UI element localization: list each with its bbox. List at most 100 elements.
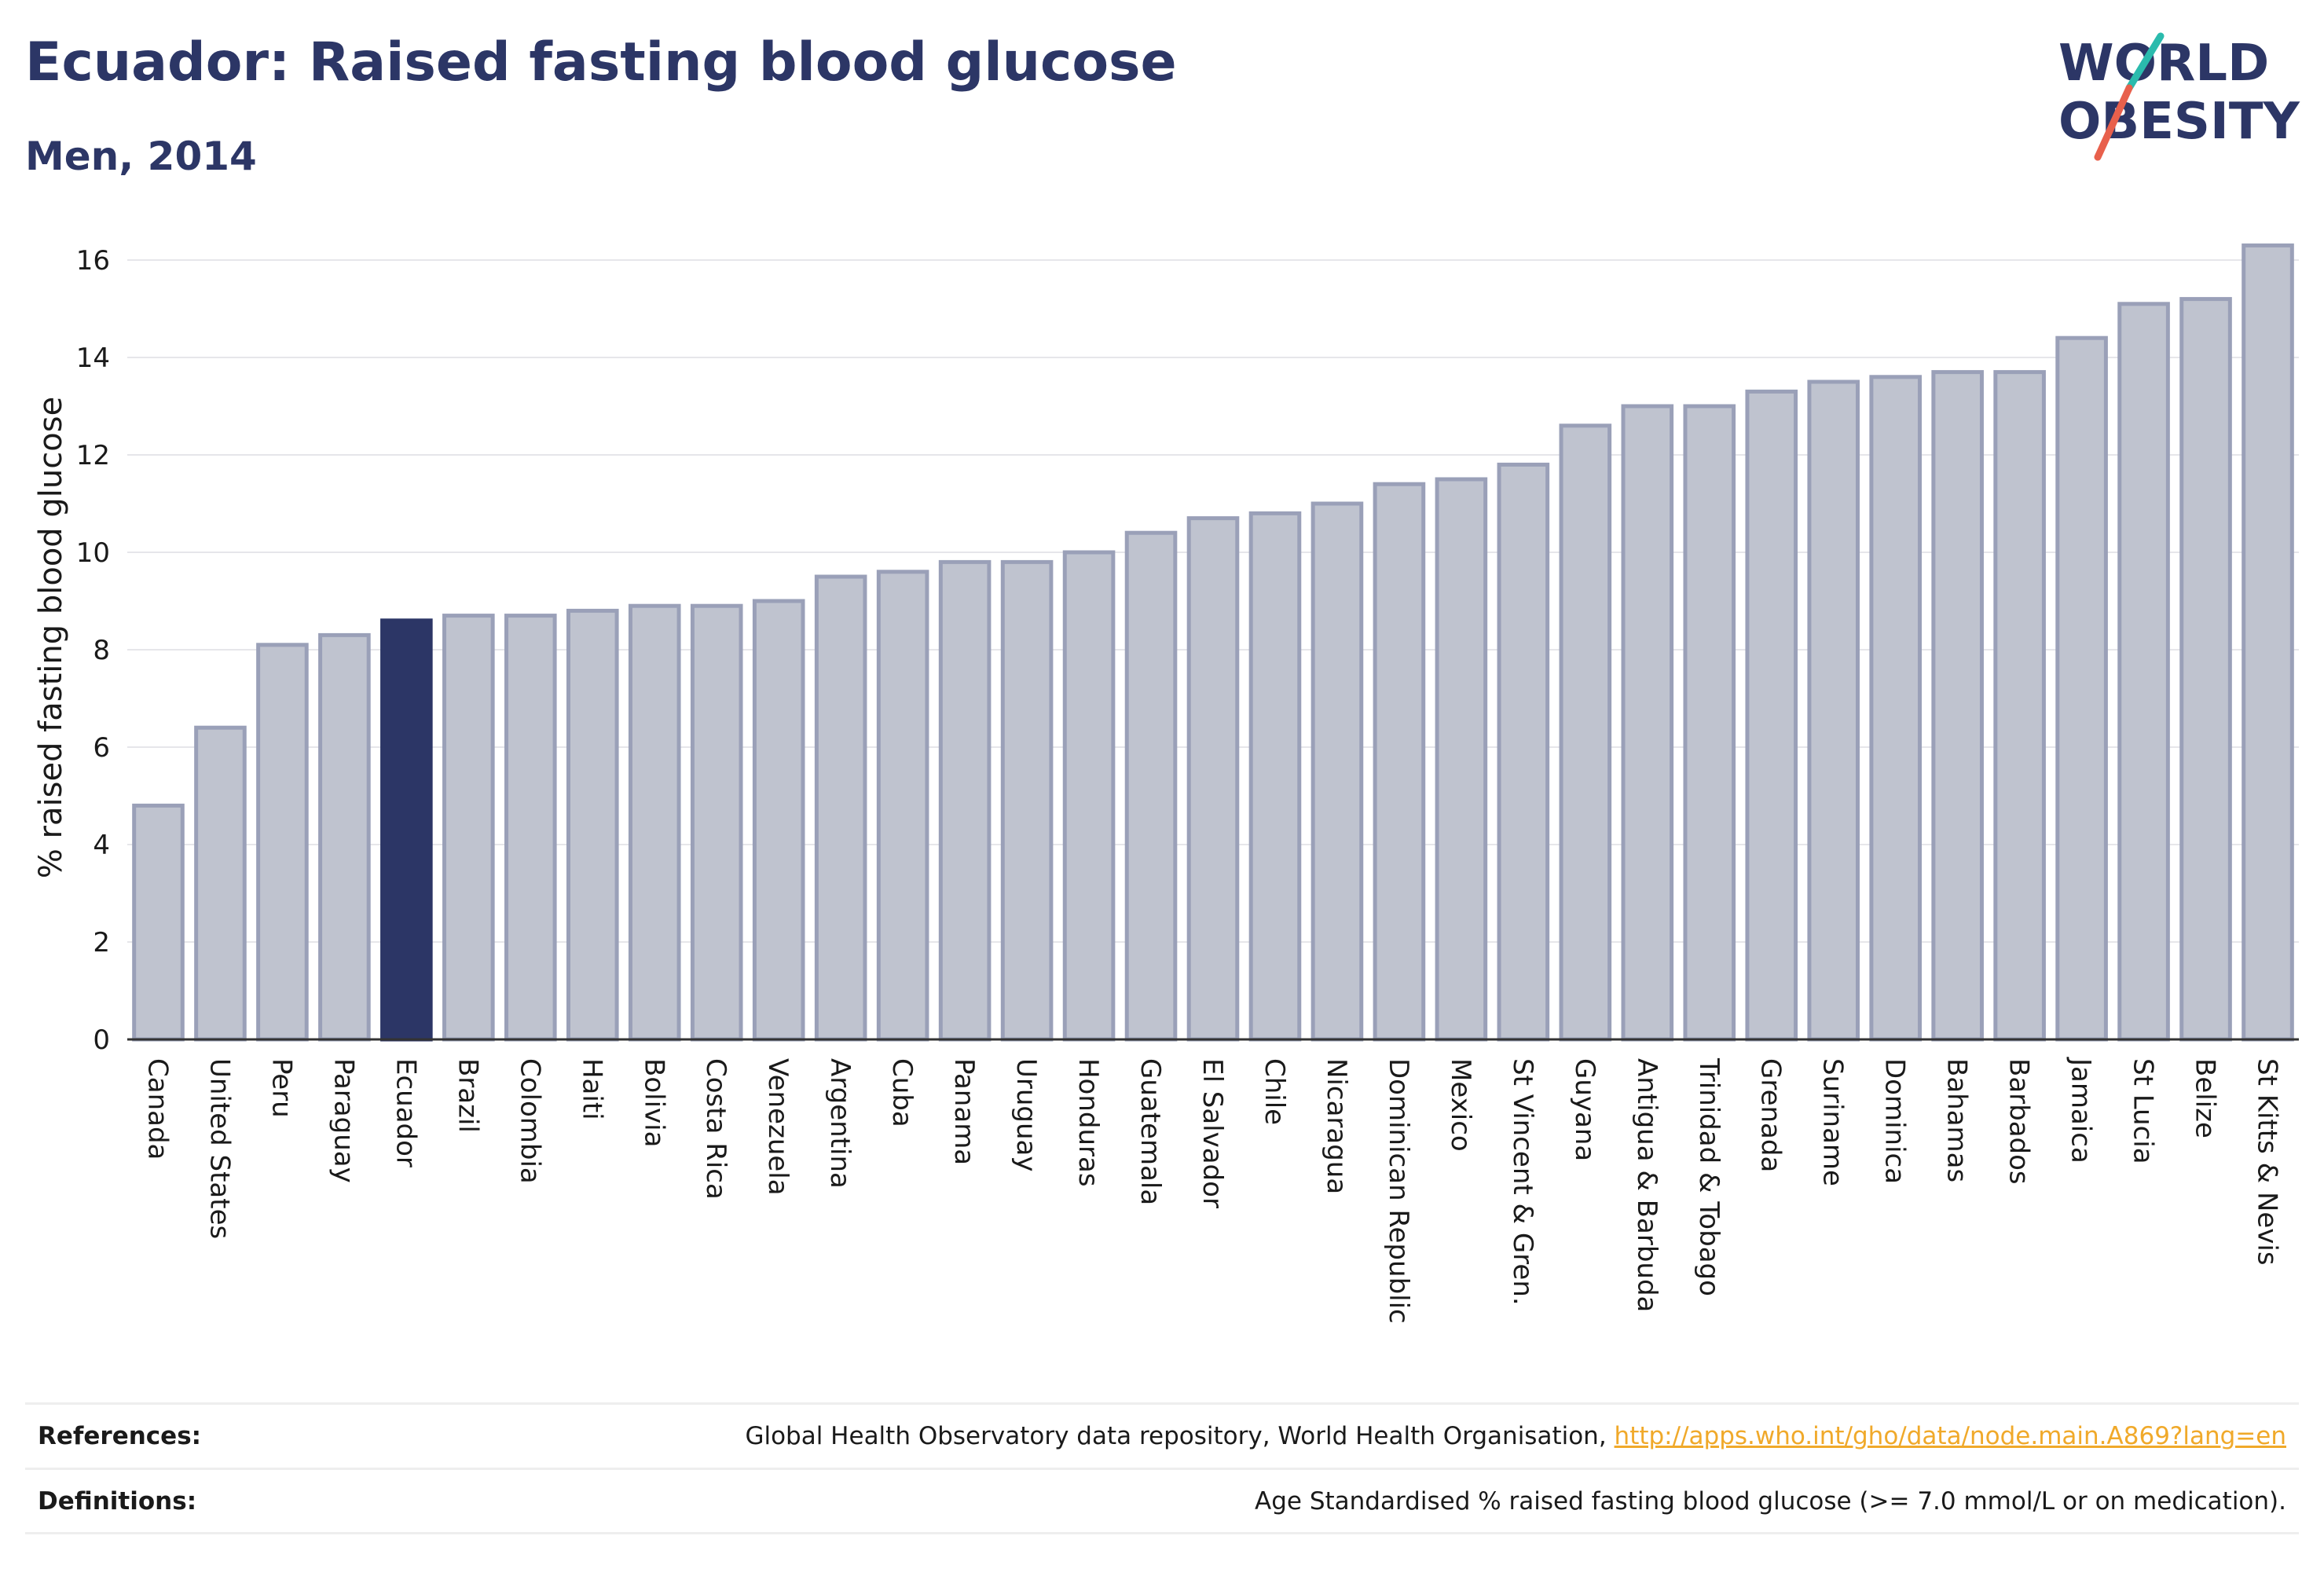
bar	[1621, 404, 1674, 1042]
bar-chart: 0 2 4 6 8 10 12 14 16 Canada United States Peru Par…	[33, 243, 2299, 1324]
x-tick-label: Mexico	[1445, 1058, 1476, 1152]
definitions-row: Definitions: Age Standardised % raised f…	[25, 1468, 2299, 1533]
bar	[1186, 516, 1240, 1042]
x-tick-label: St Lucia	[2128, 1058, 2159, 1164]
x-tick-label: Trinidad & Tobago	[1693, 1057, 1725, 1296]
bar	[1435, 477, 1488, 1042]
bar	[1683, 404, 1736, 1042]
bar	[752, 599, 805, 1042]
y-tick-label: 2	[93, 927, 110, 958]
bar	[318, 632, 371, 1042]
x-tick-label: Grenada	[1755, 1058, 1787, 1172]
x-tick-label: United States	[203, 1058, 235, 1239]
x-tick-label: Paraguay	[328, 1058, 359, 1183]
y-axis-label: % raised fasting blood glucose	[33, 397, 69, 878]
y-tick-label: 12	[76, 440, 110, 471]
x-tick-label: Argentina	[824, 1058, 856, 1189]
bar	[504, 614, 557, 1042]
x-tick-label: St Vincent & Gren.	[1507, 1058, 1538, 1306]
chart-title: Ecuador: Raised fasting blood glucose	[25, 31, 1177, 93]
bar	[1248, 511, 1302, 1042]
logo-word-2: OBESITY	[2058, 93, 2300, 151]
y-tick-label: 6	[93, 732, 110, 764]
y-tick-label: 14	[76, 343, 110, 374]
bar	[1000, 559, 1054, 1042]
x-tick-label: Guyana	[1569, 1058, 1600, 1161]
x-tick-label: Peru	[266, 1058, 297, 1118]
bar	[1993, 370, 2046, 1042]
bar-highlight	[380, 618, 433, 1042]
x-tick-label: Dominican Republic	[1383, 1058, 1414, 1324]
x-tick-label: El Salvador	[1197, 1058, 1228, 1208]
bar	[2242, 243, 2294, 1042]
x-tick-label: Uruguay	[1010, 1058, 1042, 1172]
x-tick-label: Colombia	[514, 1058, 545, 1184]
bar	[1869, 375, 1922, 1042]
references-text: Global Health Observatory data repositor…	[745, 1422, 1607, 1450]
references-row: References: Global Health Observatory da…	[25, 1402, 2299, 1468]
x-tick-label: Brazil	[452, 1058, 483, 1133]
bar	[1931, 370, 1984, 1042]
y-tick-labels: 0 2 4 6 8 10 12 14 16	[76, 245, 110, 1056]
footer-bottom-rule	[25, 1532, 2299, 1534]
bar	[1310, 501, 1364, 1042]
bar	[194, 725, 247, 1042]
y-tick-label: 16	[76, 245, 110, 277]
x-tick-label: Venezuela	[762, 1058, 794, 1196]
chart-subtitle: Men, 2014	[25, 134, 257, 179]
x-tick-label: Bolivia	[638, 1058, 669, 1147]
y-tick-label: 4	[93, 830, 110, 861]
references-link[interactable]: http://apps.who.int/gho/data/node.main.A…	[1614, 1422, 2286, 1450]
bar	[690, 603, 743, 1042]
x-tick-label: Panama	[948, 1058, 980, 1165]
logo-slash-red	[2094, 84, 2133, 161]
x-tick-label: Barbados	[2003, 1058, 2035, 1185]
x-tick-label: Jamaica	[2066, 1057, 2097, 1164]
definitions-text: Age Standardised % raised fasting blood …	[1255, 1487, 2286, 1516]
bar	[2117, 302, 2170, 1042]
bar	[1807, 379, 1860, 1042]
bar	[1062, 550, 1116, 1042]
x-tick-label: Honduras	[1072, 1058, 1104, 1187]
x-tick-label: Antigua & Barbuda	[1631, 1058, 1662, 1312]
x-tick-label: St Kitts & Nevis	[2252, 1058, 2283, 1266]
bar	[442, 614, 495, 1042]
bar	[1745, 389, 1798, 1042]
x-tick-label: Nicaragua	[1321, 1058, 1352, 1194]
bar	[256, 643, 309, 1042]
x-tick-label: Cuba	[886, 1058, 918, 1127]
world-obesity-logo: WORLD OBESITY	[2058, 32, 2300, 161]
x-tick-label: Canada	[141, 1058, 173, 1160]
bar	[628, 603, 681, 1042]
x-tick-label: Costa Rica	[700, 1058, 731, 1200]
bar	[814, 574, 867, 1042]
bar	[1559, 423, 1612, 1042]
bar	[2179, 297, 2232, 1042]
logo-slash-teal	[2125, 32, 2165, 92]
x-tick-label: Chile	[1259, 1058, 1290, 1125]
bars	[132, 243, 2294, 1042]
bar	[938, 559, 992, 1042]
references-value: Global Health Observatory data repositor…	[745, 1422, 2286, 1450]
x-tick-label: Ecuador	[390, 1058, 421, 1167]
logo-word-1: WORLD	[2058, 35, 2269, 93]
x-tick-label: Suriname	[1817, 1058, 1849, 1186]
x-tick-labels: Canada United States Peru Paraguay Ecuador Br…	[141, 1057, 2282, 1324]
bar	[132, 803, 185, 1042]
x-tick-label: Bahamas	[1941, 1058, 1973, 1182]
y-tick-label: 10	[76, 537, 110, 569]
bar	[1124, 530, 1178, 1042]
bar	[2055, 335, 2108, 1042]
x-tick-label: Guatemala	[1135, 1058, 1166, 1205]
y-tick-label: 0	[93, 1024, 110, 1056]
bar	[876, 570, 929, 1042]
x-tick-label: Belize	[2190, 1058, 2221, 1138]
bar	[1373, 482, 1426, 1042]
bar	[1497, 462, 1550, 1042]
bar	[566, 608, 619, 1042]
references-label: References:	[38, 1422, 202, 1450]
definitions-label: Definitions:	[38, 1487, 197, 1516]
y-tick-label: 8	[93, 635, 110, 666]
x-tick-label: Dominica	[1879, 1058, 1911, 1184]
x-tick-label: Haiti	[576, 1058, 607, 1120]
